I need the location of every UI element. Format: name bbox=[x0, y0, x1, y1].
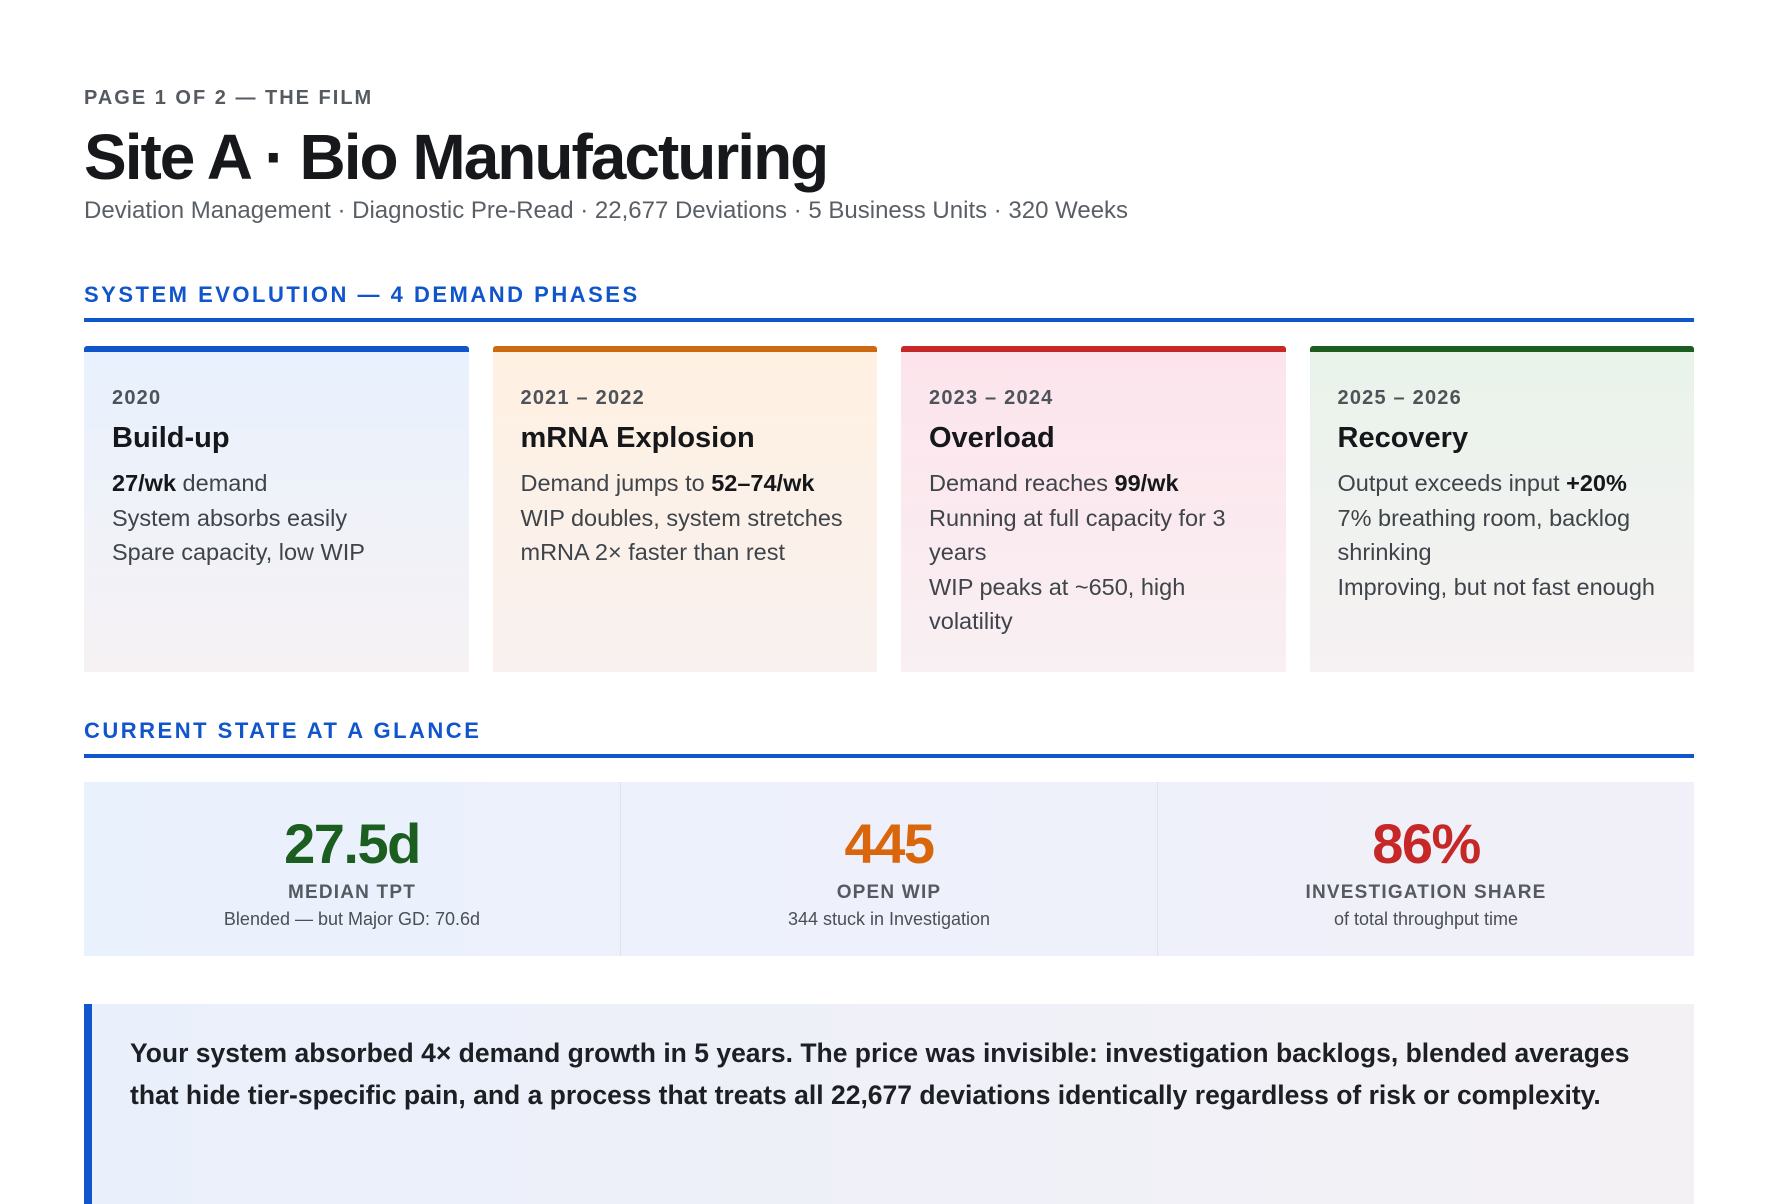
phase-line: 7% breathing room, backlog shrinking bbox=[1337, 504, 1631, 566]
phase-card-build-up: 2020 Build-up 27/wk demand System absorb… bbox=[84, 346, 469, 672]
phase-lines: Output exceeds input +20% 7% breathing r… bbox=[1338, 466, 1667, 604]
phase-lines: Demand jumps to 52–74/wk WIP doubles, sy… bbox=[521, 466, 850, 570]
kpi-label: MEDIAN TPT bbox=[287, 882, 417, 903]
key-insight-callout: Your system absorbed 4× demand growth in… bbox=[84, 1004, 1694, 1204]
phase-cards: 2020 Build-up 27/wk demand System absorb… bbox=[84, 346, 1694, 672]
phase-years: 2025 – 2026 bbox=[1337, 387, 1462, 409]
phase-line-highlight: 99/wk bbox=[1114, 470, 1179, 496]
kpi-value: 27.5d bbox=[284, 812, 421, 875]
phase-line: 27/wk demand bbox=[112, 466, 441, 501]
phase-lines: Demand reaches 99/wk Running at full cap… bbox=[929, 466, 1258, 639]
phase-card-recovery: 2025 – 2026 Recovery Output exceeds inpu… bbox=[1309, 346, 1694, 672]
phase-line: Output exceeds input +20% bbox=[1338, 466, 1667, 501]
phase-line: WIP peaks at ~650, high volatility bbox=[929, 573, 1186, 635]
page-title: Site A · Bio Manufacturing bbox=[84, 121, 829, 193]
kpi-open-wip: 445 OPEN WIP 344 stuck in Investigation bbox=[620, 782, 1157, 956]
kpi-value: 445 bbox=[844, 812, 935, 875]
phase-line: Demand reaches 99/wk bbox=[929, 466, 1258, 501]
phase-line: System absorbs easily bbox=[112, 504, 348, 531]
phase-card-mrna-explosion: 2021 – 2022 mRNA Explosion Demand jumps … bbox=[492, 346, 877, 672]
phase-line: Running at full capacity for 3 years bbox=[929, 504, 1226, 566]
phase-lines: 27/wk demand System absorbs easily Spare… bbox=[112, 466, 441, 570]
phase-years: 2021 – 2022 bbox=[520, 387, 645, 409]
phase-line: Demand jumps to 52–74/wk bbox=[521, 466, 850, 501]
phase-line: Improving, but not fast enough bbox=[1337, 573, 1655, 600]
kpi-label: INVESTIGATION SHARE bbox=[1305, 882, 1547, 903]
section-heading-evolution: SYSTEM EVOLUTION — 4 DEMAND PHASES bbox=[84, 282, 1694, 322]
phase-years: 2023 – 2024 bbox=[929, 387, 1054, 409]
page-subtitle: Deviation Management · Diagnostic Pre-Re… bbox=[84, 197, 1129, 224]
phase-name: Overload bbox=[929, 422, 1055, 454]
phase-line: Spare capacity, low WIP bbox=[112, 539, 365, 565]
kpi-label: OPEN WIP bbox=[836, 882, 942, 903]
phase-years: 2020 bbox=[112, 387, 162, 409]
kpi-median-tpt: 27.5d MEDIAN TPT Blended — but Major GD:… bbox=[84, 782, 620, 956]
phase-name: Recovery bbox=[1337, 422, 1469, 454]
pre-read-page: PAGE 1 OF 2 — THE FILM Site A · Bio Manu… bbox=[84, 86, 1694, 1204]
phase-line-highlight: 27/wk bbox=[112, 470, 177, 496]
kpi-subtext: of total throughput time bbox=[1333, 909, 1519, 929]
kpi-strip: 27.5d MEDIAN TPT Blended — but Major GD:… bbox=[84, 782, 1694, 956]
phase-line-pre: Demand jumps to bbox=[520, 470, 712, 496]
phase-name: Build-up bbox=[112, 422, 230, 454]
phase-line-highlight: 52–74/wk bbox=[711, 470, 815, 496]
phase-line-pre: Demand reaches bbox=[929, 470, 1115, 496]
phase-card-overload: 2023 – 2024 Overload Demand reaches 99/w… bbox=[901, 346, 1286, 672]
kpi-investigation-share: 86% INVESTIGATION SHARE of total through… bbox=[1157, 782, 1694, 956]
page-eyebrow: PAGE 1 OF 2 — THE FILM bbox=[84, 87, 374, 109]
kpi-subtext: Blended — but Major GD: 70.6d bbox=[223, 909, 481, 929]
phase-line-post: demand bbox=[176, 470, 268, 496]
phase-line-highlight: +20% bbox=[1566, 470, 1627, 496]
phase-line: WIP doubles, system stretches bbox=[520, 504, 843, 531]
kpi-value: 86% bbox=[1372, 812, 1481, 875]
section-heading-current-state: CURRENT STATE AT A GLANCE bbox=[84, 718, 1694, 758]
phase-name: mRNA Explosion bbox=[520, 422, 755, 454]
phase-line-pre: Output exceeds input bbox=[1337, 470, 1567, 496]
phase-line: mRNA 2× faster than rest bbox=[520, 539, 786, 565]
kpi-subtext: 344 stuck in Investigation bbox=[787, 909, 991, 929]
